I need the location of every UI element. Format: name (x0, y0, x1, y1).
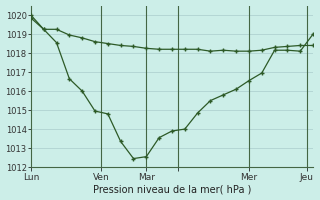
X-axis label: Pression niveau de la mer( hPa ): Pression niveau de la mer( hPa ) (93, 184, 251, 194)
